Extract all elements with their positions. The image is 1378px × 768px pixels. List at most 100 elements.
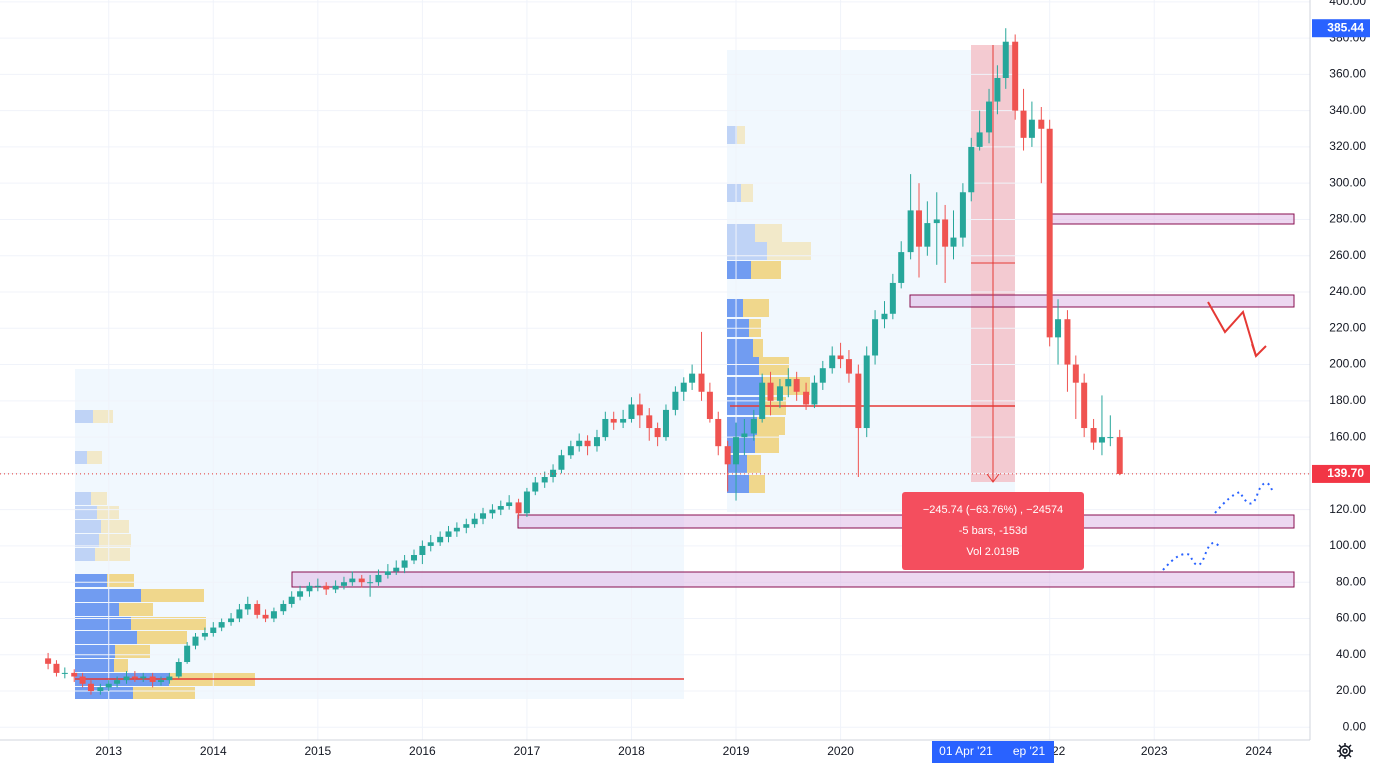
candle-body xyxy=(1072,364,1079,383)
axes: 0.0020.0040.0060.0080.00100.00120.00140.… xyxy=(95,0,1370,758)
candle-body xyxy=(872,319,879,356)
y-tick-label: 160.00 xyxy=(1329,429,1366,443)
candle-body xyxy=(837,355,844,360)
candle-body xyxy=(942,219,949,247)
candle-body xyxy=(924,223,931,247)
candle-body xyxy=(593,437,600,447)
candle-body xyxy=(79,676,86,684)
measure-change: −245.74 (−63.76%) , −24574 xyxy=(923,504,1063,516)
candle-body xyxy=(689,373,696,383)
x-tick-label: 2013 xyxy=(95,744,122,758)
candle-body xyxy=(210,627,217,633)
candle-body xyxy=(340,582,347,586)
candle-body xyxy=(741,433,748,438)
candle-body xyxy=(349,578,356,583)
candle-body xyxy=(393,567,400,572)
candle-body xyxy=(1116,437,1123,474)
candle-body xyxy=(855,373,862,429)
level-lines xyxy=(75,45,1015,680)
candle-body xyxy=(803,391,810,405)
candle-body xyxy=(71,672,78,677)
x-tick-label: 2015 xyxy=(304,744,331,758)
x-tick-label: 2023 xyxy=(1141,744,1168,758)
measure-volume: Vol 2.019B xyxy=(966,546,1019,558)
candle-body xyxy=(698,373,705,392)
candle-body xyxy=(636,404,643,416)
last-price-label: 139.70 xyxy=(1327,466,1364,480)
x-tick-label: 2019 xyxy=(723,744,750,758)
candle-body xyxy=(610,418,617,423)
x-tick-label: 2014 xyxy=(200,744,227,758)
candle-body xyxy=(515,502,522,514)
candle-body xyxy=(218,622,225,628)
candle-body xyxy=(384,571,391,575)
candle-body xyxy=(262,614,269,619)
candle-body xyxy=(933,219,940,224)
candle-body xyxy=(811,382,818,405)
candle-body xyxy=(733,437,740,465)
candle-body xyxy=(584,440,591,447)
candle-body xyxy=(228,618,235,623)
candle-body xyxy=(776,386,783,401)
candle-body xyxy=(1107,437,1114,439)
candle-body xyxy=(558,455,565,470)
candle-body xyxy=(829,355,836,369)
candle-body xyxy=(131,676,138,679)
candle-body xyxy=(411,555,418,561)
candle-body xyxy=(1012,41,1019,111)
candle-body xyxy=(881,313,888,320)
y-tick-label: 200.00 xyxy=(1329,357,1366,371)
candle-body xyxy=(489,509,496,514)
price-axis-bg xyxy=(1310,0,1378,763)
candle-body xyxy=(419,545,426,555)
x-tick-label: 2020 xyxy=(827,744,854,758)
high-price-tag xyxy=(1312,19,1370,38)
zone xyxy=(1049,213,1295,225)
measure-box: −245.74 (−63.76%) , −24574 -5 bars, -153… xyxy=(902,492,1084,570)
candle-body xyxy=(192,636,199,646)
candle-body xyxy=(453,527,460,532)
candle-body xyxy=(1098,437,1105,443)
candle-body xyxy=(175,662,182,677)
candle-body xyxy=(724,446,731,465)
candle-body xyxy=(907,210,914,253)
candle-body xyxy=(314,585,321,587)
settings-button[interactable] xyxy=(1337,743,1353,759)
y-tick-label: 340.00 xyxy=(1329,103,1366,117)
candle-body xyxy=(950,237,957,247)
measure-arrow xyxy=(986,473,1000,483)
y-tick-label: 260.00 xyxy=(1329,248,1366,262)
candle-body xyxy=(863,355,870,429)
drawings xyxy=(1162,301,1273,571)
candle-body xyxy=(114,680,121,684)
candle-body xyxy=(166,676,173,681)
zone xyxy=(909,294,1295,308)
candle-body xyxy=(986,101,993,133)
candle-body xyxy=(968,146,975,193)
candle-body xyxy=(471,518,478,525)
candle-body xyxy=(105,683,112,688)
candle-body xyxy=(680,382,687,392)
candle-body xyxy=(332,585,339,590)
volume-profile-range xyxy=(75,369,684,699)
candle-body xyxy=(602,418,609,438)
candle-body xyxy=(1090,428,1097,443)
y-tick-label: 320.00 xyxy=(1329,139,1366,153)
candles xyxy=(45,28,1123,695)
candle-body xyxy=(480,513,487,519)
candle-body xyxy=(140,676,147,679)
candle-body xyxy=(759,382,766,419)
candle-body xyxy=(1064,319,1071,365)
candle-body xyxy=(819,368,826,383)
candle-body xyxy=(158,680,165,682)
zone xyxy=(291,571,1295,588)
candle-body xyxy=(620,418,627,423)
candle-body xyxy=(1002,41,1009,78)
candle-body xyxy=(793,379,800,392)
arrow-head xyxy=(1251,343,1267,358)
candle-body xyxy=(628,404,635,419)
candle-body xyxy=(550,469,557,478)
y-tick-label: 220.00 xyxy=(1329,320,1366,334)
candle-body xyxy=(1038,119,1045,129)
